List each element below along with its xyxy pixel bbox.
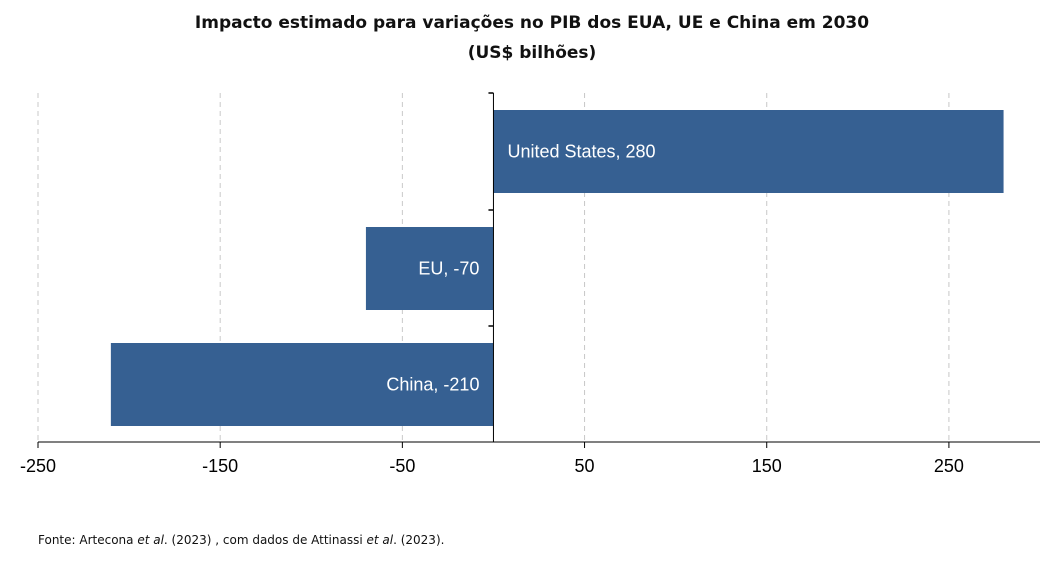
data-label: EU, -70 <box>418 259 479 279</box>
axes: -250 -150 -50 50 150 250 <box>20 92 1040 476</box>
x-tick-label: -150 <box>202 456 238 476</box>
bar-eu <box>365 227 494 310</box>
x-tick-label: 150 <box>752 456 782 476</box>
x-tick-label: -50 <box>389 456 415 476</box>
x-tick-label: 250 <box>934 456 964 476</box>
footnote-text-2: . (2023) , com dados de Attinassi <box>163 533 367 547</box>
data-label: United States, 280 <box>507 142 655 162</box>
footnote-text-3: . (2023). <box>393 533 445 547</box>
footnote-text-1: Fonte: Artecona <box>38 533 138 547</box>
footnote-etal-2: et al <box>366 533 394 547</box>
chart-title: Impacto estimado para variações no PIB d… <box>194 13 870 33</box>
bar-china <box>110 343 494 426</box>
chart-subtitle: (US$ bilhões) <box>467 43 597 63</box>
bars <box>110 110 1004 426</box>
x-tick-label: 50 <box>575 456 595 476</box>
footnote-etal-1: et al <box>137 533 164 547</box>
source-footnote: Fonte: Artecona et al. (2023) , com dado… <box>38 533 444 547</box>
data-labels: United States, 280 EU, -70 China, -210 <box>386 142 655 395</box>
bar-united-states <box>493 110 1004 193</box>
x-tick-label: -250 <box>20 456 56 476</box>
data-label: China, -210 <box>386 375 479 395</box>
